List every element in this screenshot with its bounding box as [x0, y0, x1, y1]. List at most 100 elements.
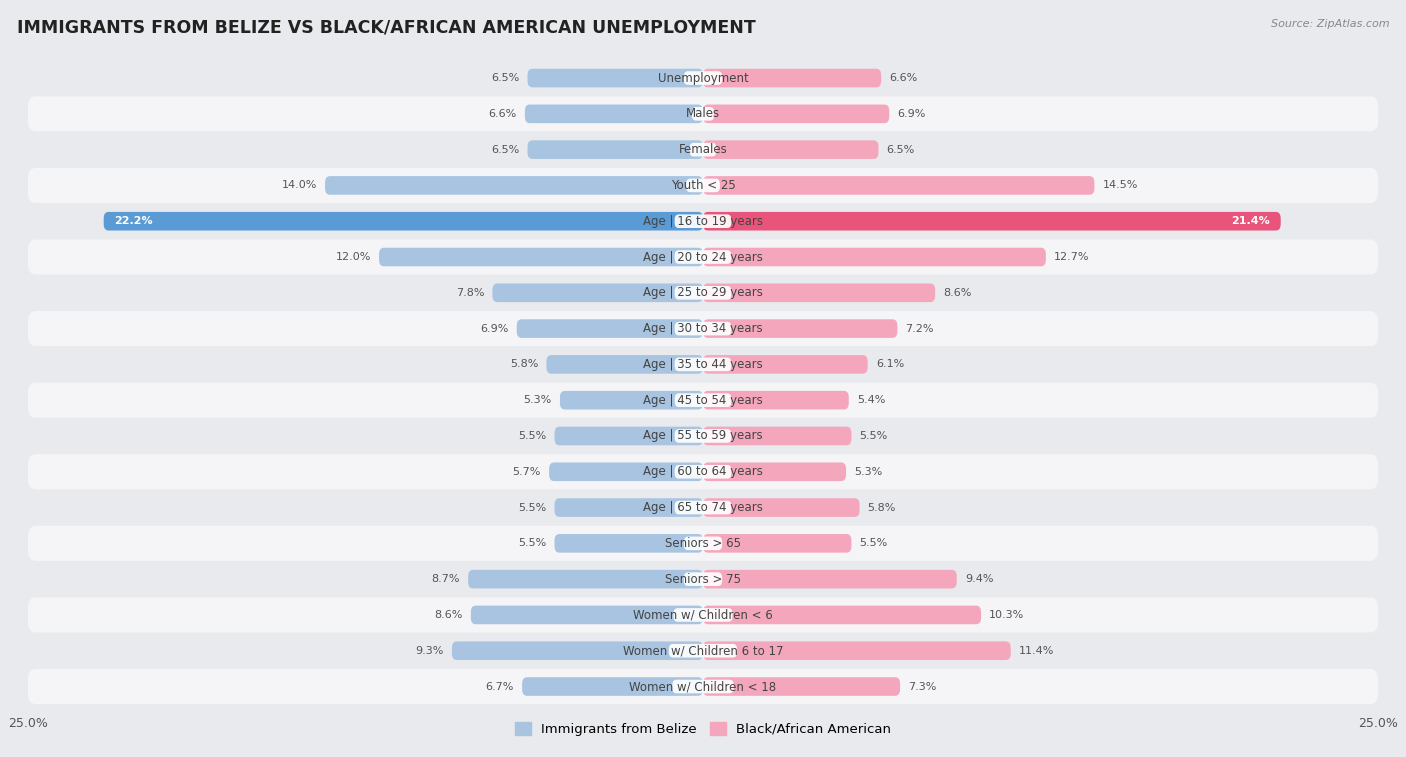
- FancyBboxPatch shape: [517, 319, 703, 338]
- Text: 6.6%: 6.6%: [488, 109, 517, 119]
- FancyBboxPatch shape: [675, 429, 731, 443]
- Text: 5.3%: 5.3%: [523, 395, 551, 405]
- Text: Age | 35 to 44 years: Age | 35 to 44 years: [643, 358, 763, 371]
- Text: Males: Males: [686, 107, 720, 120]
- Text: 5.8%: 5.8%: [510, 360, 538, 369]
- Text: 5.5%: 5.5%: [519, 538, 547, 548]
- Text: IMMIGRANTS FROM BELIZE VS BLACK/AFRICAN AMERICAN UNEMPLOYMENT: IMMIGRANTS FROM BELIZE VS BLACK/AFRICAN …: [17, 19, 755, 37]
- Text: 9.3%: 9.3%: [415, 646, 444, 656]
- Text: 6.7%: 6.7%: [485, 681, 515, 692]
- Text: 6.5%: 6.5%: [491, 145, 519, 154]
- FancyBboxPatch shape: [703, 391, 849, 410]
- Text: 5.7%: 5.7%: [513, 467, 541, 477]
- Text: 5.5%: 5.5%: [859, 538, 887, 548]
- FancyBboxPatch shape: [104, 212, 703, 231]
- FancyBboxPatch shape: [28, 633, 1378, 668]
- FancyBboxPatch shape: [703, 176, 1094, 195]
- FancyBboxPatch shape: [28, 239, 1378, 275]
- FancyBboxPatch shape: [703, 463, 846, 481]
- FancyBboxPatch shape: [703, 69, 882, 87]
- FancyBboxPatch shape: [28, 61, 1378, 95]
- Text: 11.4%: 11.4%: [1019, 646, 1054, 656]
- FancyBboxPatch shape: [703, 641, 1011, 660]
- FancyBboxPatch shape: [673, 608, 733, 621]
- FancyBboxPatch shape: [28, 132, 1378, 167]
- FancyBboxPatch shape: [28, 454, 1378, 489]
- FancyBboxPatch shape: [28, 382, 1378, 418]
- Text: 6.6%: 6.6%: [889, 73, 918, 83]
- Text: 5.5%: 5.5%: [519, 503, 547, 512]
- Text: 10.3%: 10.3%: [990, 610, 1025, 620]
- FancyBboxPatch shape: [28, 526, 1378, 561]
- Text: 6.1%: 6.1%: [876, 360, 904, 369]
- FancyBboxPatch shape: [703, 678, 900, 696]
- Text: 5.8%: 5.8%: [868, 503, 896, 512]
- Text: Women w/ Children < 6: Women w/ Children < 6: [633, 609, 773, 621]
- Text: 6.5%: 6.5%: [887, 145, 915, 154]
- Text: 8.6%: 8.6%: [943, 288, 972, 298]
- FancyBboxPatch shape: [554, 427, 703, 445]
- FancyBboxPatch shape: [550, 463, 703, 481]
- Text: Age | 20 to 24 years: Age | 20 to 24 years: [643, 251, 763, 263]
- Text: 8.6%: 8.6%: [434, 610, 463, 620]
- FancyBboxPatch shape: [28, 276, 1378, 310]
- Text: Seniors > 75: Seniors > 75: [665, 572, 741, 586]
- Text: Females: Females: [679, 143, 727, 156]
- Text: 9.4%: 9.4%: [965, 574, 994, 584]
- Text: 6.9%: 6.9%: [481, 323, 509, 334]
- Text: 7.8%: 7.8%: [456, 288, 484, 298]
- FancyBboxPatch shape: [703, 283, 935, 302]
- FancyBboxPatch shape: [524, 104, 703, 123]
- FancyBboxPatch shape: [492, 283, 703, 302]
- Text: 7.2%: 7.2%: [905, 323, 934, 334]
- FancyBboxPatch shape: [686, 179, 720, 192]
- FancyBboxPatch shape: [380, 248, 703, 266]
- Text: 21.4%: 21.4%: [1232, 217, 1270, 226]
- Text: 8.7%: 8.7%: [432, 574, 460, 584]
- FancyBboxPatch shape: [692, 107, 714, 120]
- FancyBboxPatch shape: [703, 212, 1281, 231]
- FancyBboxPatch shape: [28, 347, 1378, 382]
- FancyBboxPatch shape: [672, 680, 734, 693]
- FancyBboxPatch shape: [325, 176, 703, 195]
- Text: 5.4%: 5.4%: [856, 395, 886, 405]
- FancyBboxPatch shape: [28, 669, 1378, 704]
- FancyBboxPatch shape: [28, 597, 1378, 633]
- FancyBboxPatch shape: [527, 69, 703, 87]
- FancyBboxPatch shape: [28, 96, 1378, 132]
- FancyBboxPatch shape: [669, 644, 737, 658]
- Text: Age | 16 to 19 years: Age | 16 to 19 years: [643, 215, 763, 228]
- Text: 5.5%: 5.5%: [859, 431, 887, 441]
- Text: Women w/ Children < 18: Women w/ Children < 18: [630, 680, 776, 693]
- Text: 6.5%: 6.5%: [491, 73, 519, 83]
- FancyBboxPatch shape: [703, 140, 879, 159]
- FancyBboxPatch shape: [675, 214, 731, 228]
- Text: Age | 60 to 64 years: Age | 60 to 64 years: [643, 466, 763, 478]
- FancyBboxPatch shape: [703, 248, 1046, 266]
- Text: 5.5%: 5.5%: [519, 431, 547, 441]
- FancyBboxPatch shape: [28, 311, 1378, 346]
- FancyBboxPatch shape: [683, 71, 723, 85]
- FancyBboxPatch shape: [675, 394, 731, 407]
- Text: 22.2%: 22.2%: [114, 217, 153, 226]
- Text: Unemployment: Unemployment: [658, 72, 748, 85]
- Text: 6.9%: 6.9%: [897, 109, 925, 119]
- Text: 7.3%: 7.3%: [908, 681, 936, 692]
- Text: Age | 25 to 29 years: Age | 25 to 29 years: [643, 286, 763, 299]
- FancyBboxPatch shape: [28, 562, 1378, 597]
- FancyBboxPatch shape: [28, 168, 1378, 203]
- Text: Women w/ Children 6 to 17: Women w/ Children 6 to 17: [623, 644, 783, 657]
- FancyBboxPatch shape: [28, 490, 1378, 525]
- FancyBboxPatch shape: [675, 251, 731, 263]
- FancyBboxPatch shape: [675, 322, 731, 335]
- FancyBboxPatch shape: [675, 357, 731, 371]
- FancyBboxPatch shape: [522, 678, 703, 696]
- Text: Age | 30 to 34 years: Age | 30 to 34 years: [643, 322, 763, 335]
- Text: Seniors > 65: Seniors > 65: [665, 537, 741, 550]
- Text: 12.7%: 12.7%: [1054, 252, 1090, 262]
- FancyBboxPatch shape: [554, 534, 703, 553]
- FancyBboxPatch shape: [703, 104, 889, 123]
- Text: 12.0%: 12.0%: [336, 252, 371, 262]
- FancyBboxPatch shape: [683, 572, 723, 586]
- Legend: Immigrants from Belize, Black/African American: Immigrants from Belize, Black/African Am…: [509, 717, 897, 741]
